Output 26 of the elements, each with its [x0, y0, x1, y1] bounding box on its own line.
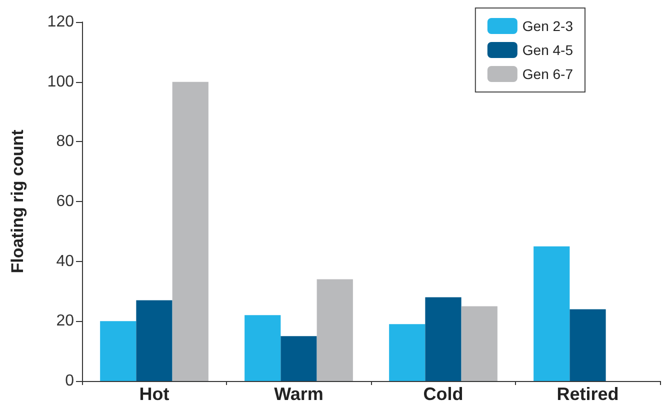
- bar: [461, 306, 498, 381]
- bar: [534, 246, 570, 381]
- x-tick-label: Warm: [274, 384, 324, 404]
- bar: [244, 315, 281, 381]
- x-tick-label: Retired: [556, 384, 619, 404]
- y-tick-label: 100: [47, 73, 74, 90]
- legend-label: Gen 4-5: [522, 42, 574, 58]
- y-tick-label: 80: [56, 133, 74, 150]
- x-tick-label: Cold: [423, 384, 464, 404]
- y-tick-label: 20: [56, 312, 74, 330]
- y-tick-label: 120: [47, 14, 74, 30]
- y-axis-title: Floating rig count: [8, 129, 27, 274]
- bar: [100, 321, 136, 381]
- bar: [136, 300, 172, 381]
- y-tick-label: 60: [56, 193, 74, 210]
- x-tick-label: Hot: [139, 384, 170, 404]
- bar: [316, 279, 353, 381]
- legend-label: Gen 6-7: [522, 66, 574, 82]
- legend-label: Gen 2-3: [522, 18, 574, 34]
- y-tick-label: 40: [56, 252, 74, 270]
- bar: [389, 324, 426, 381]
- bar: [570, 309, 606, 381]
- y-tick-label: 0: [65, 372, 74, 390]
- bar: [172, 82, 208, 381]
- bar: [280, 336, 317, 381]
- bar: [425, 297, 462, 381]
